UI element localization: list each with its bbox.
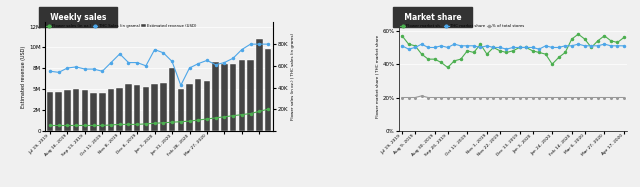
Bar bbox=[90, 93, 97, 131]
Bar bbox=[169, 68, 175, 131]
Bar bbox=[108, 89, 115, 131]
Bar bbox=[247, 60, 254, 131]
Bar bbox=[47, 92, 53, 131]
Bar bbox=[160, 82, 166, 131]
Bar bbox=[73, 89, 79, 131]
Y-axis label: Flower sales (in oz.) | THC sales (in grams): Flower sales (in oz.) | THC sales (in gr… bbox=[291, 33, 294, 120]
Bar bbox=[212, 62, 219, 131]
Legend: Flower market sh.., THC market share, % of total stores: Flower market sh.., THC market share, % … bbox=[399, 22, 526, 30]
Text: Market share: Market share bbox=[399, 13, 467, 22]
Bar bbox=[239, 60, 245, 131]
Bar bbox=[256, 39, 262, 131]
Y-axis label: Estimated revenue (USD): Estimated revenue (USD) bbox=[21, 46, 26, 108]
Bar bbox=[177, 89, 184, 131]
Bar bbox=[99, 93, 106, 131]
Bar bbox=[152, 84, 158, 131]
Bar bbox=[221, 64, 228, 131]
Bar bbox=[143, 87, 149, 131]
Bar bbox=[265, 49, 271, 131]
Bar bbox=[56, 92, 62, 131]
Bar bbox=[230, 64, 236, 131]
Legend: Flower sales (in oz.), THC Sales (in grams), Estimated revenue (USD): Flower sales (in oz.), THC Sales (in gra… bbox=[45, 22, 198, 30]
Bar bbox=[195, 79, 202, 131]
Bar bbox=[134, 85, 140, 131]
Bar bbox=[125, 84, 132, 131]
Text: Weekly sales: Weekly sales bbox=[45, 13, 111, 22]
Bar bbox=[64, 90, 71, 131]
Bar bbox=[82, 90, 88, 131]
Y-axis label: Flower market share | THC market share: Flower market share | THC market share bbox=[376, 35, 380, 118]
Bar bbox=[204, 81, 210, 131]
Bar bbox=[186, 84, 193, 131]
Bar bbox=[116, 88, 123, 131]
